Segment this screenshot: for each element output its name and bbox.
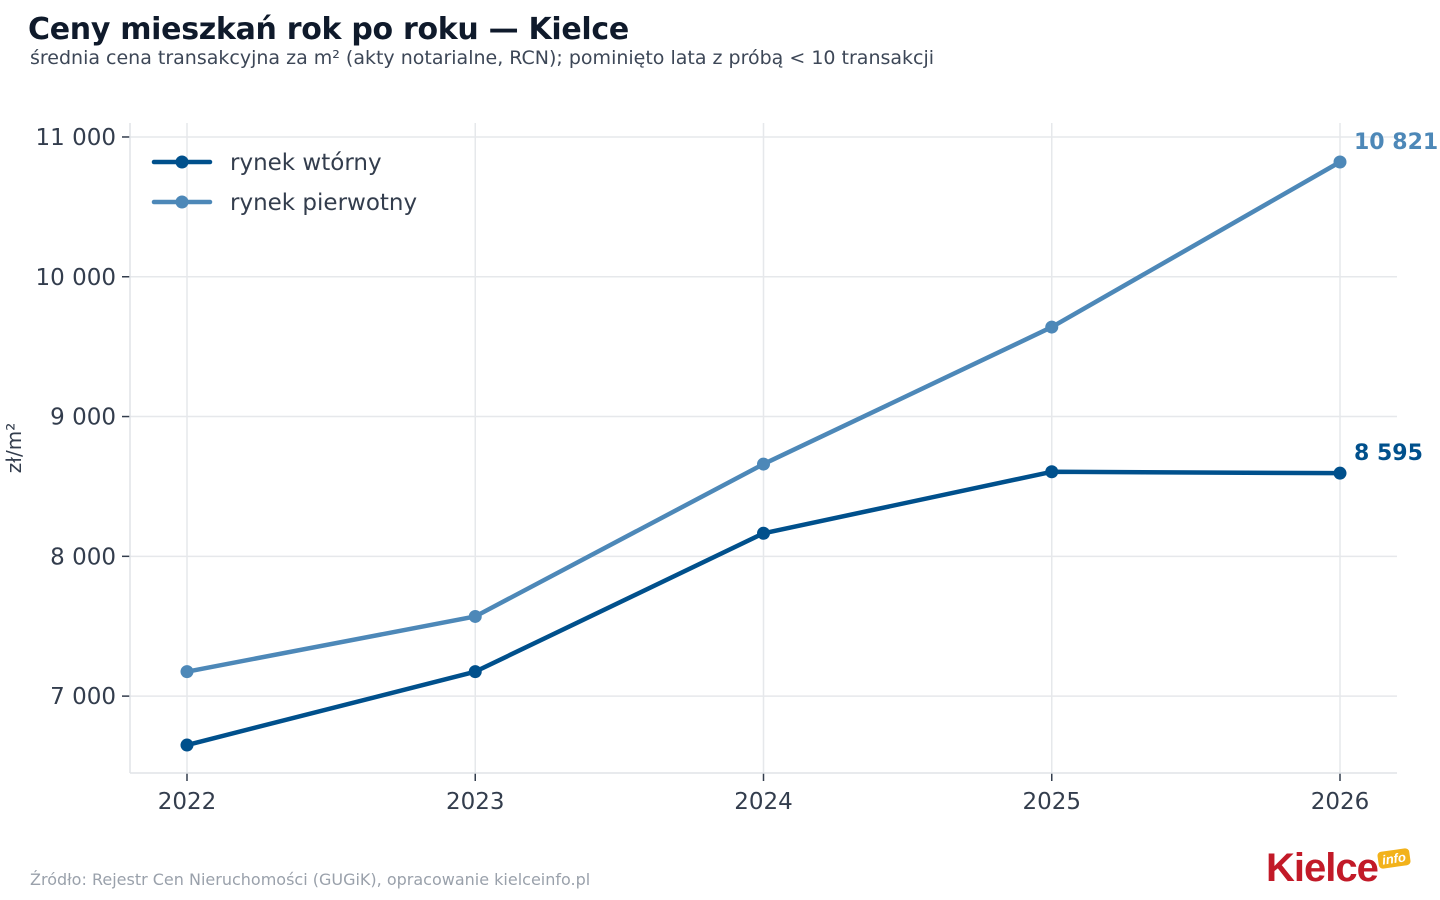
- logo-badge: info: [1376, 847, 1411, 870]
- legend-swatch-marker: [175, 195, 189, 209]
- legend-swatch-marker: [175, 155, 189, 169]
- y-axis-label: zł/m²: [2, 423, 26, 473]
- legend: rynek wtórny rynek pierwotny: [151, 150, 417, 216]
- x-tick-label: 2024: [734, 789, 793, 815]
- source-note: Źródło: Rejestr Cen Nieruchomości (GUGiK…: [30, 870, 591, 889]
- data-point: [757, 526, 770, 540]
- chart-title: Ceny mieszkań rok po roku — Kielce: [28, 12, 629, 47]
- series-lines: [180, 155, 1347, 752]
- legend-label: rynek pierwotny: [230, 190, 417, 216]
- y-tick-label: 9 000: [50, 405, 116, 431]
- data-point: [1333, 466, 1347, 480]
- logo-text: Kielce: [1266, 846, 1379, 890]
- chart-subtitle: średnia cena transakcyjna za m² (akty no…: [30, 47, 935, 69]
- data-point: [180, 665, 194, 679]
- data-point: [757, 457, 770, 471]
- axes: 7 000 8 000 9 000 10 000 11 000 2022 2023 2024 2…: [2, 123, 1397, 815]
- x-tick-label: 2025: [1022, 789, 1081, 815]
- y-tick-label: 8 000: [50, 544, 116, 570]
- kielceinfo-logo: Kielce info: [1266, 845, 1416, 893]
- end-value-label: 10 821: [1354, 130, 1438, 155]
- x-tick-label: 2026: [1311, 789, 1370, 815]
- legend-label: rynek wtórny: [230, 150, 382, 176]
- data-point: [1045, 320, 1059, 334]
- x-tick-label: 2023: [446, 789, 505, 815]
- end-value-label: 8 595: [1354, 441, 1423, 466]
- data-point: [468, 665, 482, 679]
- grid: [130, 123, 1397, 773]
- data-point: [468, 609, 482, 623]
- data-point: [1045, 465, 1059, 479]
- data-point: [180, 738, 194, 752]
- x-tick-label: 2022: [158, 789, 217, 815]
- y-tick-label: 7 000: [50, 684, 116, 710]
- y-tick-label: 11 000: [36, 125, 116, 151]
- data-point: [1333, 155, 1347, 169]
- y-tick-label: 10 000: [36, 265, 116, 291]
- data-labels: 10 821 8 595: [1354, 130, 1438, 466]
